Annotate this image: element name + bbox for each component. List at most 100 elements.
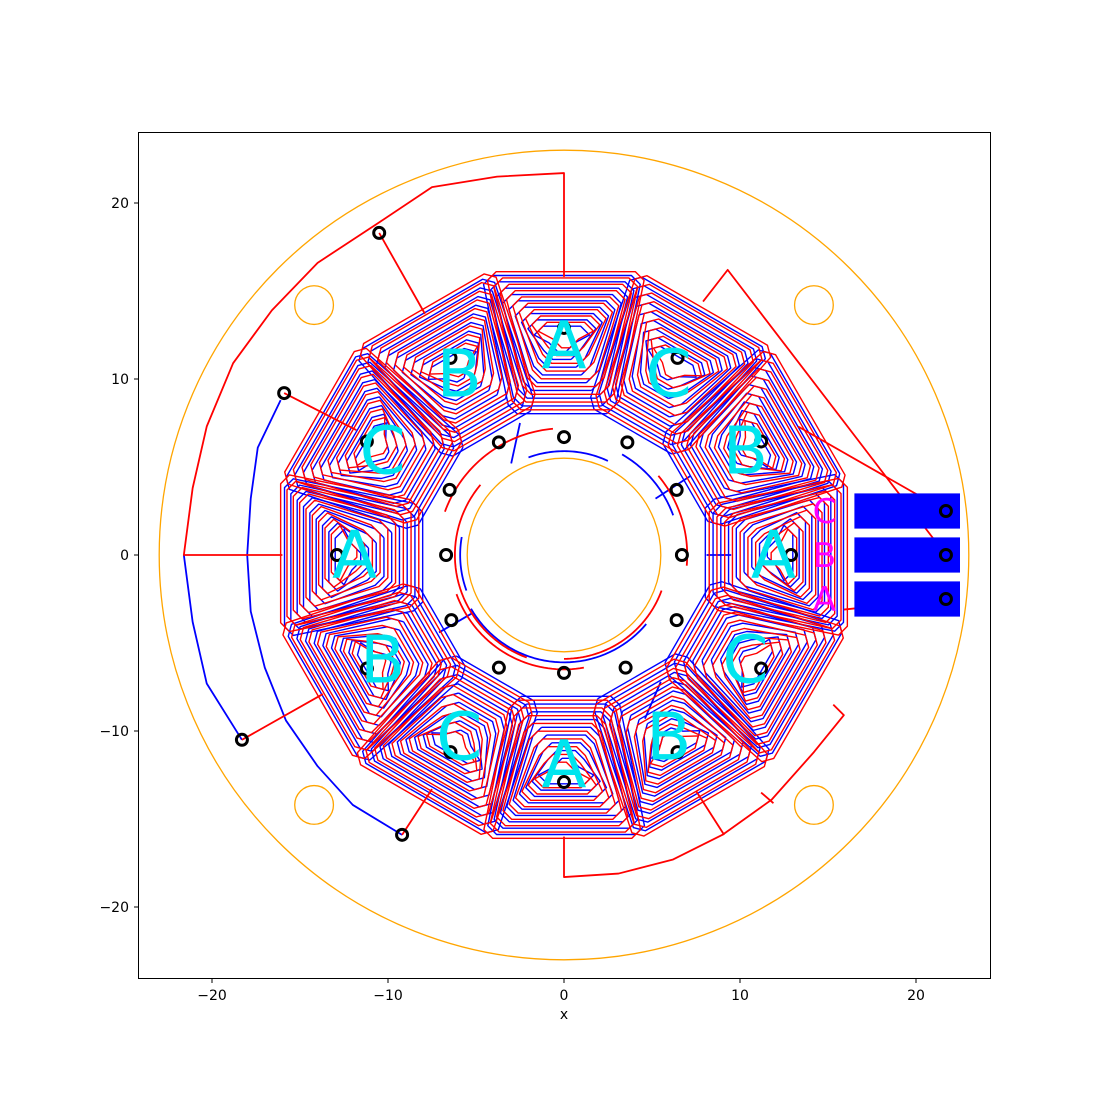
via — [670, 350, 685, 365]
coil-phase-label: A — [332, 517, 377, 594]
coil-turn-front — [704, 385, 812, 494]
front-trace — [378, 232, 426, 315]
vias — [234, 225, 953, 842]
coil-turn-front — [675, 594, 836, 754]
coil-turn-front — [399, 703, 492, 792]
coil-turn-front — [428, 342, 479, 378]
via — [557, 320, 571, 335]
mounting-hole — [793, 285, 834, 326]
back-trace — [246, 399, 403, 836]
mounting-hole — [294, 285, 335, 326]
coil-turn-front — [292, 356, 453, 516]
coil-turn-front — [377, 290, 520, 433]
via — [938, 548, 953, 562]
center-hole — [466, 457, 662, 653]
coil-turn-front — [408, 712, 483, 784]
coil-turn-front — [628, 309, 737, 417]
coil-turn-front — [721, 636, 793, 711]
via — [234, 732, 249, 747]
via — [443, 745, 458, 760]
via — [439, 548, 454, 562]
connector-pad — [854, 581, 960, 617]
x-axis-label: x — [560, 1007, 568, 1023]
coil-turn-front — [385, 299, 511, 424]
coil-phase-label: C — [436, 698, 482, 775]
y-tick-label: 0 — [120, 548, 129, 564]
coil-turn-front — [290, 591, 452, 751]
front-trace — [695, 790, 725, 836]
x-tick-label: 20 — [907, 988, 925, 1004]
front-trace-arc — [563, 590, 663, 660]
coil-turn-front — [747, 509, 817, 605]
via — [669, 482, 684, 497]
coil-turn-front — [493, 277, 639, 403]
coil-turn-front — [327, 390, 416, 483]
coil-turn-front — [723, 402, 794, 477]
coil-turn-front — [279, 474, 420, 633]
via — [754, 661, 769, 676]
coil-turn-front — [317, 512, 374, 595]
via — [618, 660, 633, 675]
via — [938, 592, 953, 606]
coil-turn-front — [521, 745, 604, 802]
board-edge — [158, 149, 970, 961]
coil-turn-front — [330, 524, 358, 582]
pad-phase-label: A — [813, 580, 836, 620]
via — [359, 661, 374, 676]
via — [754, 434, 769, 449]
coil-turn-front — [741, 419, 777, 470]
board-outline — [158, 149, 970, 961]
coil-phase-label: C — [360, 412, 406, 489]
coil-turn-front — [708, 477, 849, 636]
coil-turn-front — [486, 270, 645, 411]
via — [674, 548, 689, 562]
coil-turn-front — [739, 643, 775, 694]
coil-turn-front — [713, 393, 803, 486]
coil-turn-front — [351, 640, 387, 691]
coil-turn-front — [650, 335, 711, 389]
connector-pad — [854, 537, 960, 573]
coil-turn-front — [425, 730, 476, 766]
via — [784, 548, 799, 562]
coil-turn-front — [335, 399, 407, 474]
coil-turn-front — [344, 408, 398, 469]
front-trace — [283, 392, 357, 431]
y-axis: −20 −10 0 10 20 — [99, 196, 139, 916]
back-trace-arc — [470, 608, 647, 664]
coil-phase-label: B — [646, 698, 691, 775]
x-tick-label: 10 — [731, 988, 749, 1004]
via — [491, 435, 506, 450]
coil-turn-front — [625, 695, 734, 803]
coil-phase-label: A — [541, 726, 586, 803]
coil-turn-front — [642, 714, 717, 785]
coil-turn-front — [716, 484, 842, 630]
coil-phase-label: C — [722, 622, 768, 699]
via — [938, 504, 953, 518]
coil-turn-front — [311, 505, 381, 601]
coil-turn-front — [286, 480, 412, 626]
coil-turn-front — [537, 321, 595, 349]
coil-turn-front — [391, 693, 500, 801]
coil-turn-front — [667, 350, 846, 527]
mounting-hole — [294, 784, 335, 825]
via — [557, 775, 571, 790]
coil-turn-front — [342, 638, 396, 699]
coil-turn-front — [732, 411, 786, 472]
front-trace — [563, 703, 845, 878]
coil-turn-front — [636, 318, 729, 407]
front-trace — [702, 268, 947, 556]
coil-turn-front — [368, 281, 528, 443]
coil-turn-front — [702, 619, 810, 728]
via — [620, 435, 635, 450]
coil-turn-front — [652, 344, 703, 380]
connector-pads: CBA — [813, 492, 960, 620]
coil-turn-front — [645, 326, 720, 398]
coil-turn-front — [394, 307, 503, 415]
via — [442, 482, 457, 497]
coil-turn-front — [712, 627, 801, 720]
coil-turn-front — [592, 658, 769, 837]
y-tick-label: 10 — [111, 372, 129, 388]
coil-phase-label: B — [437, 336, 482, 413]
